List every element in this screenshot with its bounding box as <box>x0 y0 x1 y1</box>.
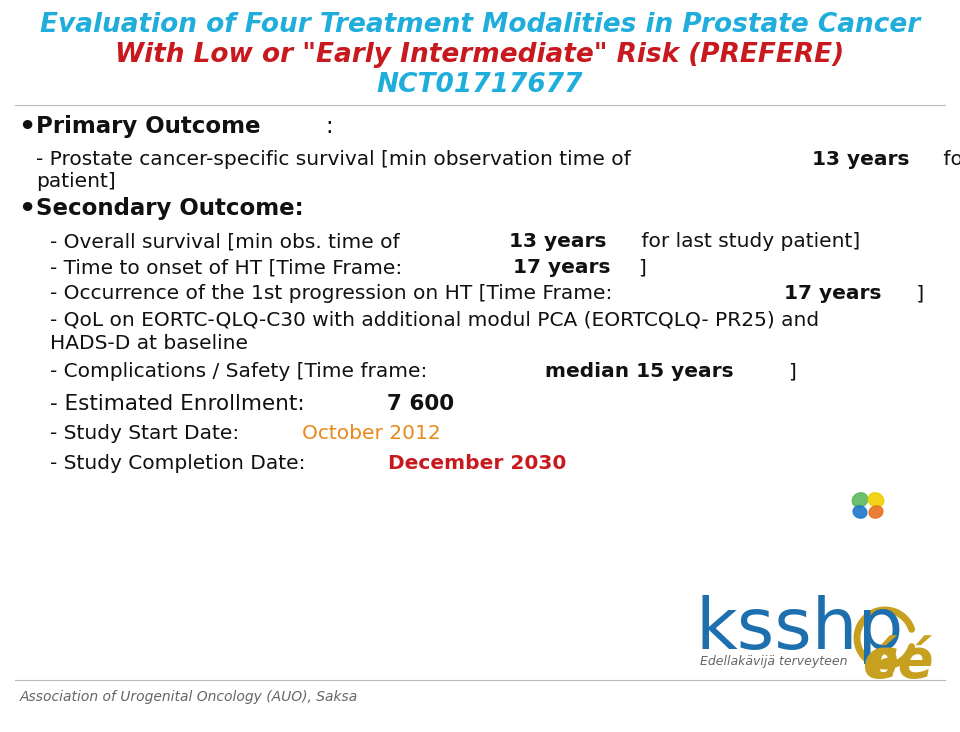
Text: - Prostate cancer-specific survival [min observation time of: - Prostate cancer-specific survival [min… <box>36 150 637 169</box>
Text: With Low or "Early Intermediate" Risk (PREFERE): With Low or "Early Intermediate" Risk (P… <box>115 42 845 68</box>
Text: - Study Completion Date:: - Study Completion Date: <box>50 454 312 473</box>
Text: for last study patient]: for last study patient] <box>636 232 860 251</box>
Text: December 2030: December 2030 <box>388 454 566 473</box>
Ellipse shape <box>869 506 883 518</box>
Text: median 15 years: median 15 years <box>545 362 733 381</box>
Text: Association of Urogenital Oncology (AUO), Saksa: Association of Urogenital Oncology (AUO)… <box>20 690 358 704</box>
Text: ksshp: ksshp <box>695 595 903 664</box>
Text: •: • <box>18 197 36 223</box>
Text: - Study Start Date:: - Study Start Date: <box>50 424 246 443</box>
Text: éé: éé <box>862 636 933 688</box>
Text: for last study: for last study <box>938 150 960 169</box>
Text: Evaluation of Four Treatment Modalities in Prostate Cancer: Evaluation of Four Treatment Modalities … <box>40 12 920 38</box>
Text: - Occurrence of the 1st progression on HT [Time Frame:: - Occurrence of the 1st progression on H… <box>50 284 619 303</box>
Text: Primary Outcome: Primary Outcome <box>36 115 260 138</box>
Text: 6: 6 <box>870 648 897 686</box>
Text: NCT01717677: NCT01717677 <box>376 72 584 98</box>
Text: - Estimated Enrollment:: - Estimated Enrollment: <box>50 394 311 414</box>
Text: ]: ] <box>910 284 924 303</box>
Text: 13 years: 13 years <box>510 232 607 251</box>
Ellipse shape <box>852 493 868 507</box>
Text: patient]: patient] <box>36 172 116 191</box>
Text: 17 years: 17 years <box>513 258 611 277</box>
Text: - Time to onset of HT [Time Frame:: - Time to onset of HT [Time Frame: <box>50 258 409 277</box>
Text: - Complications / Safety [Time frame:: - Complications / Safety [Time frame: <box>50 362 434 381</box>
Text: •: • <box>18 115 36 141</box>
Text: Secondary Outcome:: Secondary Outcome: <box>36 197 303 220</box>
Text: Edellakävijä terveyteen: Edellakävijä terveyteen <box>700 655 848 668</box>
Text: - Overall survival [min obs. time of: - Overall survival [min obs. time of <box>50 232 406 251</box>
Ellipse shape <box>853 506 867 518</box>
Text: 7 600: 7 600 <box>388 394 454 414</box>
Text: ]: ] <box>638 258 646 277</box>
Text: 17 years: 17 years <box>784 284 881 303</box>
Text: :: : <box>325 115 333 138</box>
Text: ]: ] <box>788 362 797 381</box>
Text: HADS-D at baseline: HADS-D at baseline <box>50 334 248 353</box>
Text: - QoL on EORTC-QLQ-C30 with additional modul PCA (EORTCQLQ- PR25) and: - QoL on EORTC-QLQ-C30 with additional m… <box>50 310 819 329</box>
Text: 13 years: 13 years <box>811 150 909 169</box>
Text: October 2012: October 2012 <box>302 424 442 443</box>
Ellipse shape <box>868 493 884 507</box>
